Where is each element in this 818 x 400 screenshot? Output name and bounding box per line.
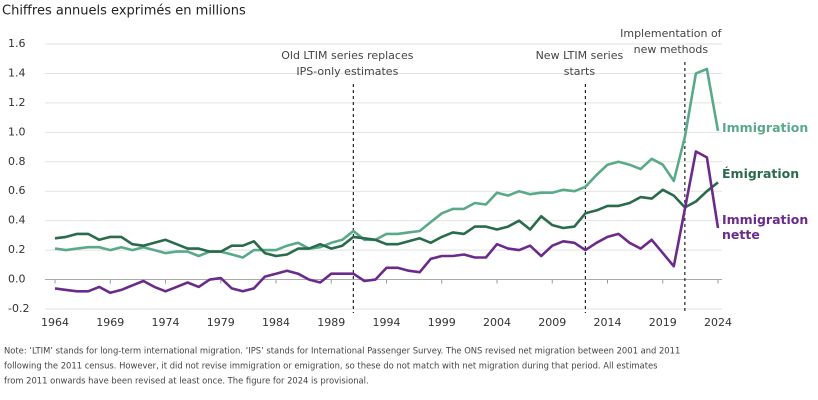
x-tick-label: 1999 — [428, 316, 456, 329]
x-tick-label: 1984 — [262, 316, 290, 329]
x-tick-label: 1974 — [152, 316, 180, 329]
y-tick-label: 0.2 — [8, 243, 26, 256]
y-tick-label: 1.0 — [8, 125, 26, 138]
annotation-text: IPS-only estimates — [296, 65, 398, 78]
x-tick-label: 2004 — [483, 316, 511, 329]
note: from 2011 onwards have been revised at l… — [4, 376, 369, 386]
note: Note: ‘LTIM’ stands for long-term intern… — [4, 346, 680, 356]
x-tick-label: 1969 — [96, 316, 124, 329]
series-line — [54, 181, 719, 258]
y-tick-label: 0.0 — [8, 273, 26, 286]
x-tick-label: 2019 — [649, 316, 677, 329]
series-line — [54, 150, 720, 295]
y-tick-label: 0.6 — [8, 184, 26, 197]
annotation-text: new methods — [634, 43, 709, 56]
y-tick-label: 0.8 — [8, 155, 26, 168]
x-tick-label: 2014 — [594, 316, 622, 329]
annotation-text: New LTIM series — [536, 49, 624, 62]
x-tick-label: 2024 — [704, 316, 732, 329]
x-tick-label: 1994 — [373, 316, 401, 329]
series-label: Immigration — [722, 120, 809, 135]
x-tick-label: 1979 — [207, 316, 235, 329]
x-tick-label: 2009 — [538, 316, 566, 329]
annotation-text: Implementation of — [620, 27, 723, 40]
x-tick-label: 1989 — [317, 316, 345, 329]
annotation-text: Old LTIM series replaces — [281, 49, 413, 62]
x-tick-label: 1964 — [41, 316, 69, 329]
chart-title: Chiffres annuels exprimés en millions — [2, 4, 246, 19]
series-label: Immigration nette — [722, 212, 809, 242]
annotation-text: starts — [564, 65, 596, 78]
series-line — [54, 67, 720, 259]
y-tick-label: 0.4 — [8, 214, 26, 227]
y-tick-label: -0.2 — [8, 302, 29, 315]
y-tick-label: 1.2 — [8, 96, 26, 109]
series-label: Émigration — [722, 166, 800, 181]
y-tick-label: 1.4 — [8, 66, 26, 79]
y-tick-label: 1.6 — [8, 37, 26, 50]
note: following the 2011 census. However, it d… — [4, 361, 658, 371]
